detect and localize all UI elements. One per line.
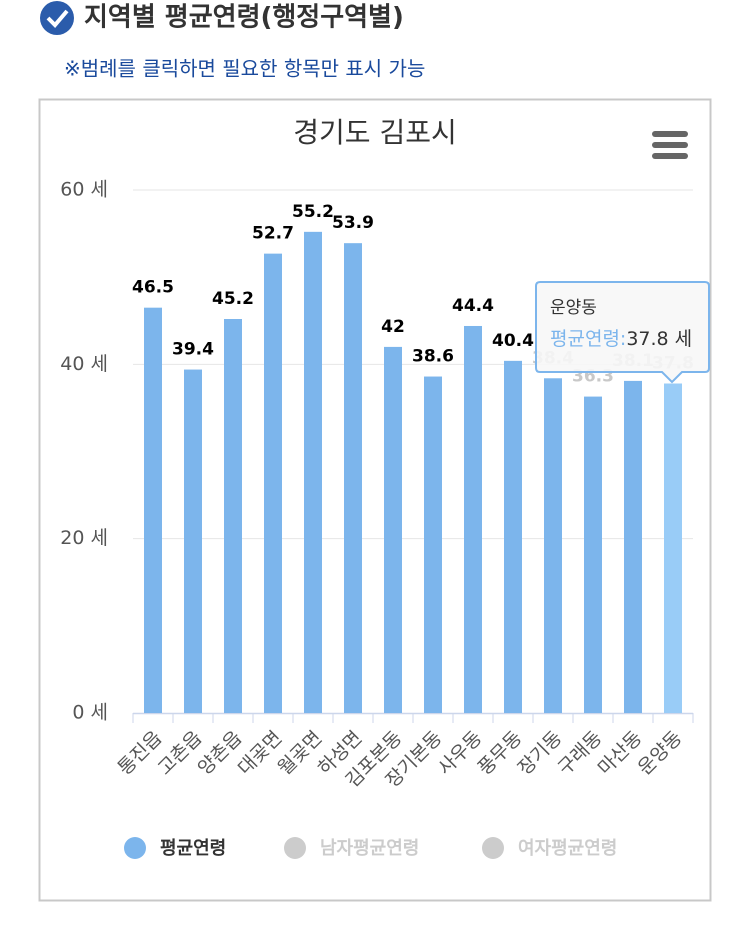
legend-marker[interactable]: [482, 837, 504, 859]
data-label: 46.5: [132, 278, 174, 298]
bar: [584, 396, 602, 713]
data-label: 38.6: [412, 347, 454, 367]
bar: [544, 378, 562, 713]
heading: 지역별 평균연령(행정구역별): [84, 3, 404, 33]
menu-bar[interactable]: [652, 153, 688, 159]
bar: [464, 325, 482, 713]
data-label: 40.4: [492, 331, 534, 351]
y-tick-label: 60 세: [60, 179, 108, 201]
data-label: 52.7: [252, 224, 294, 244]
tooltip-value: 37.8 세: [626, 328, 692, 350]
data-label: 55.2: [292, 202, 334, 222]
chart-title: 경기도 김포시: [293, 116, 456, 149]
legend-label[interactable]: 남자평균연령: [320, 838, 419, 859]
chart-frame: [38, 98, 712, 902]
bar: [624, 380, 642, 713]
menu-bar[interactable]: [652, 142, 688, 148]
legend-label[interactable]: 여자평균연령: [518, 838, 617, 859]
check-mark: [46, 9, 69, 28]
legend-label[interactable]: 평균연령: [160, 838, 226, 859]
bar: [384, 346, 402, 713]
bar: [224, 319, 242, 713]
data-label: 42: [381, 317, 405, 337]
bar: [304, 231, 322, 713]
tooltip-line: 평균연령:37.8 세: [550, 328, 692, 350]
tooltip-title: 운양동: [550, 298, 597, 318]
legend-marker[interactable]: [284, 837, 306, 859]
legend-marker[interactable]: [124, 837, 146, 859]
tooltip-series: 평균연령:: [550, 328, 626, 350]
data-label: 39.4: [172, 340, 214, 360]
check-icon: [40, 1, 74, 35]
bar: [424, 376, 442, 713]
menu-button[interactable]: [652, 131, 688, 159]
tooltip-box: [535, 281, 710, 384]
bar: [504, 360, 522, 713]
data-label: 45.2: [212, 289, 254, 309]
y-tick-label: 20 세: [60, 527, 108, 549]
data-label: 53.9: [332, 213, 374, 233]
y-tick-label: 0 세: [72, 702, 108, 724]
y-tick-label: 40 세: [60, 353, 108, 375]
bar: [264, 253, 282, 714]
bar: [184, 369, 202, 713]
bar: [664, 383, 682, 713]
note: ※범례를 클릭하면 필요한 항목만 표시 가능: [64, 57, 425, 81]
bar: [144, 307, 162, 713]
data-label: 44.4: [452, 296, 494, 316]
bar: [344, 243, 362, 713]
menu-bar[interactable]: [652, 131, 688, 137]
